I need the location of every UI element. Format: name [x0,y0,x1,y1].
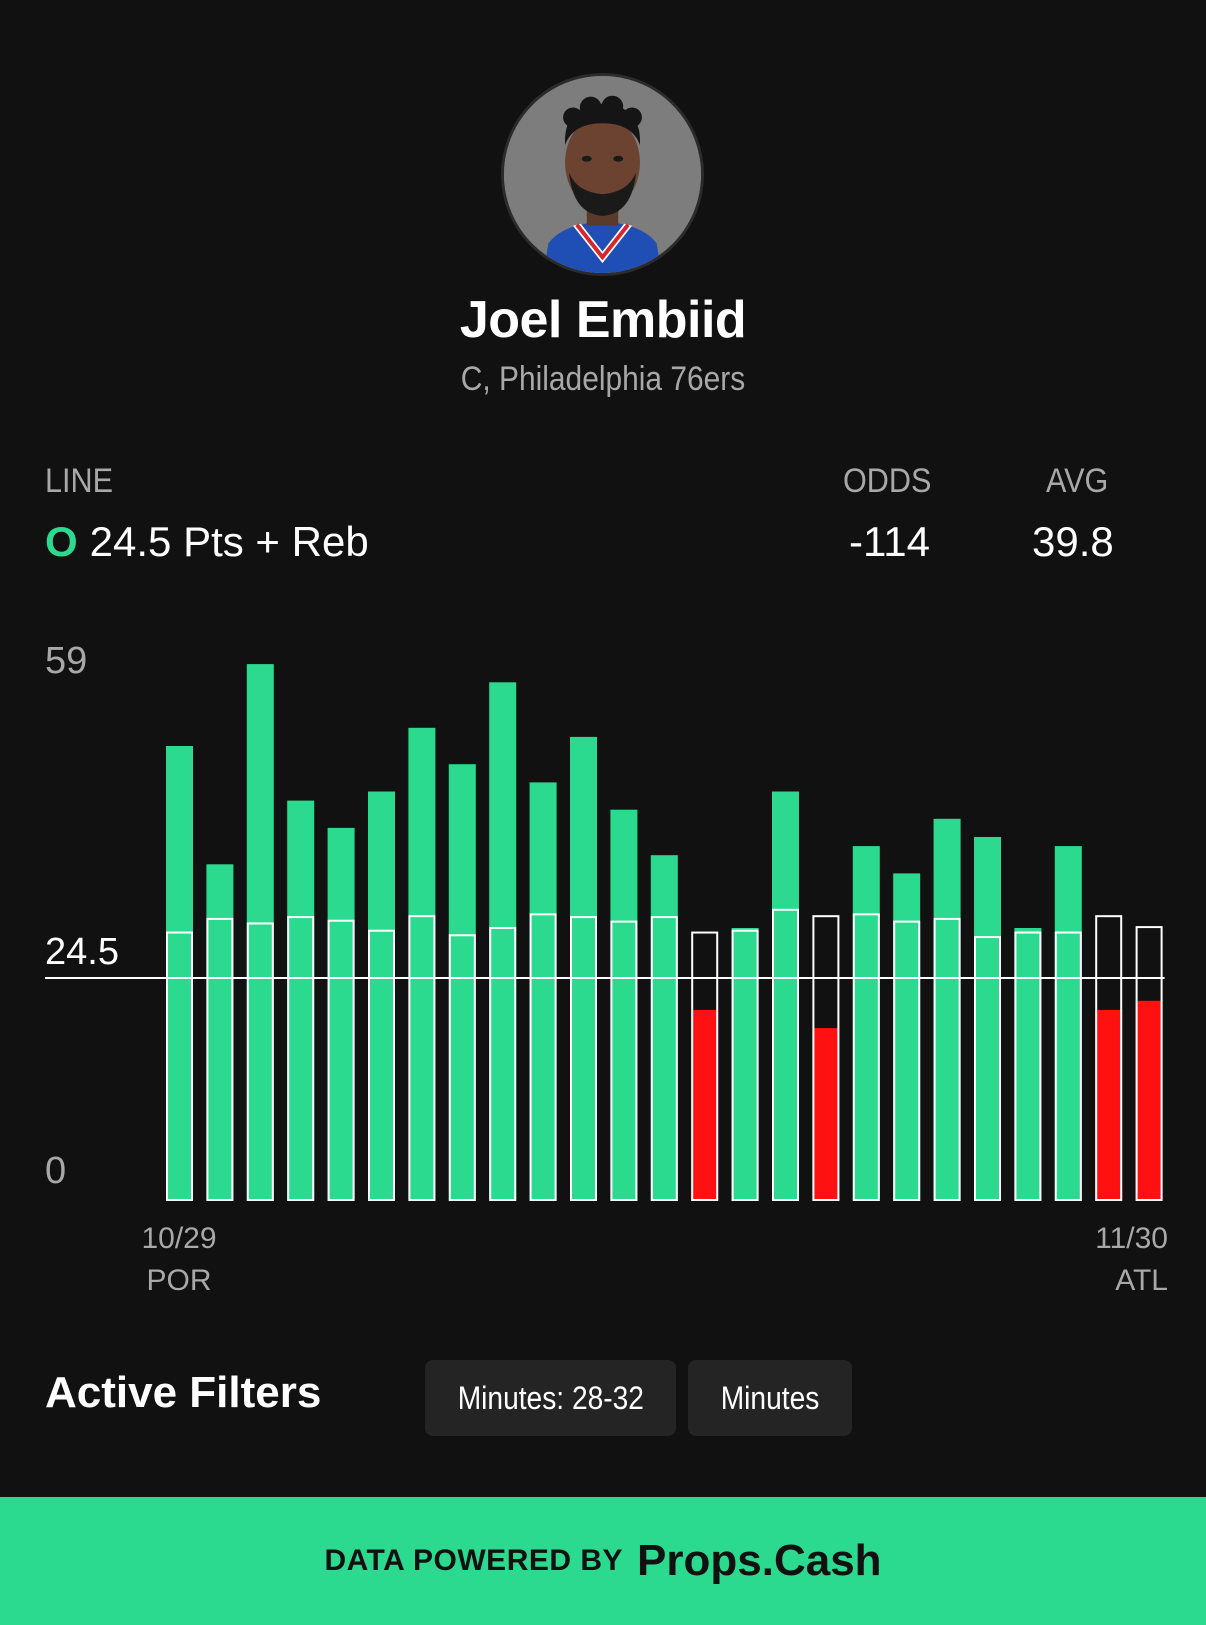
minutes-outline-game-16 [772,908,799,1201]
bar-game-12[interactable] [610,809,638,1201]
y-axis-zero-label: 0 [45,1150,66,1192]
bar-game-22[interactable] [1014,928,1042,1201]
minutes-outline-game-25 [1135,926,1163,1201]
bar-game-7[interactable] [408,727,436,1201]
bar-game-4[interactable] [287,800,315,1201]
filter-chip-minutes[interactable]: Minutes [688,1360,852,1436]
minutes-outline-game-22 [1014,931,1042,1201]
bar-game-1[interactable] [166,746,193,1201]
bar-game-13[interactable] [650,855,678,1201]
minutes-outline-game-11 [570,916,597,1201]
active-filters-title: Active Filters [45,1368,322,1417]
bar-game-15[interactable] [731,928,759,1201]
odds-value: -114 [849,518,930,565]
powered-by-label: DATA POWERED BY [324,1544,624,1577]
minutes-outline-game-7 [408,915,436,1201]
bar-game-6[interactable] [368,791,395,1202]
bar-game-21[interactable] [974,837,1001,1201]
minutes-outline-game-13 [650,916,678,1201]
minutes-outline-game-15 [731,929,759,1201]
footer-banner[interactable]: DATA POWERED BY Props.Cash [0,1497,1206,1625]
minutes-outline-game-4 [287,916,315,1201]
minutes-outline-game-21 [974,936,1001,1201]
minutes-outline-game-19 [893,920,921,1201]
avg-label: AVG [1046,462,1109,500]
avg-value: 39.8 [1032,518,1114,565]
bar-game-18[interactable] [852,846,880,1201]
y-axis-max-label: 59 [45,640,87,682]
brand-logo-text: Props.Cash [637,1536,882,1585]
bar-game-17[interactable] [812,1028,840,1201]
minutes-outline-game-2 [206,917,234,1201]
bar-game-19[interactable] [893,873,921,1201]
x-last-date: 11/30 [1095,1222,1168,1255]
game-log-bar-chart: 59 24.5 0 10/29 POR 11/30 ATL [45,640,1168,1297]
bar-game-8[interactable] [448,764,476,1201]
minutes-outline-game-10 [529,913,557,1201]
minutes-outline-game-14 [691,931,719,1201]
minutes-outline-game-3 [246,922,274,1201]
x-first-date: 10/29 [141,1222,216,1255]
minutes-outline-game-1 [166,931,193,1201]
minutes-outline-game-20 [933,917,961,1201]
filter-chip-minutes-range[interactable]: Minutes: 28-32 [425,1360,676,1436]
x-first-team: POR [146,1264,211,1297]
player-position-team: C, Philadelphia 76ers [460,360,746,398]
x-last-team: ATL [1115,1264,1168,1297]
line-side-indicator: O [45,518,78,565]
y-axis-line-label: 24.5 [45,931,119,973]
bar-game-25[interactable] [1135,1000,1163,1201]
minutes-outline-game-6 [368,929,395,1201]
player-photo [504,76,701,273]
line-value: 24.5 Pts + Reb [89,518,369,565]
bar-game-20[interactable] [933,818,961,1201]
filter-chip-label: Minutes [720,1380,820,1416]
bar-game-14[interactable] [691,1009,719,1201]
player-name: Joel Embiid [459,291,747,349]
bar-game-5[interactable] [327,827,355,1201]
filter-chip-label: Minutes: 28-32 [457,1380,644,1416]
minutes-outline-game-9 [489,927,517,1201]
bars-group [166,664,1163,1201]
bar-game-16[interactable] [772,791,799,1202]
bar-game-24[interactable] [1095,1009,1123,1201]
bar-game-23[interactable] [1054,846,1082,1201]
bar-game-3[interactable] [246,664,274,1201]
minutes-outline-game-12 [610,920,638,1201]
odds-label: ODDS [843,462,932,500]
minutes-outline-game-23 [1054,931,1082,1201]
bar-game-9[interactable] [489,682,517,1201]
minutes-outline-game-5 [327,919,355,1201]
line-value-group: O 24.5 Pts + Reb [45,518,369,566]
bar-game-2[interactable] [206,864,234,1201]
minutes-outline-game-17 [812,915,840,1201]
player-avatar [501,73,704,276]
minutes-outline-game-24 [1095,915,1123,1201]
minutes-outline-game-8 [448,934,476,1201]
line-label: LINE [45,462,114,500]
bar-game-11[interactable] [570,736,597,1201]
minutes-outline-game-18 [852,913,880,1201]
bar-game-10[interactable] [529,782,557,1201]
